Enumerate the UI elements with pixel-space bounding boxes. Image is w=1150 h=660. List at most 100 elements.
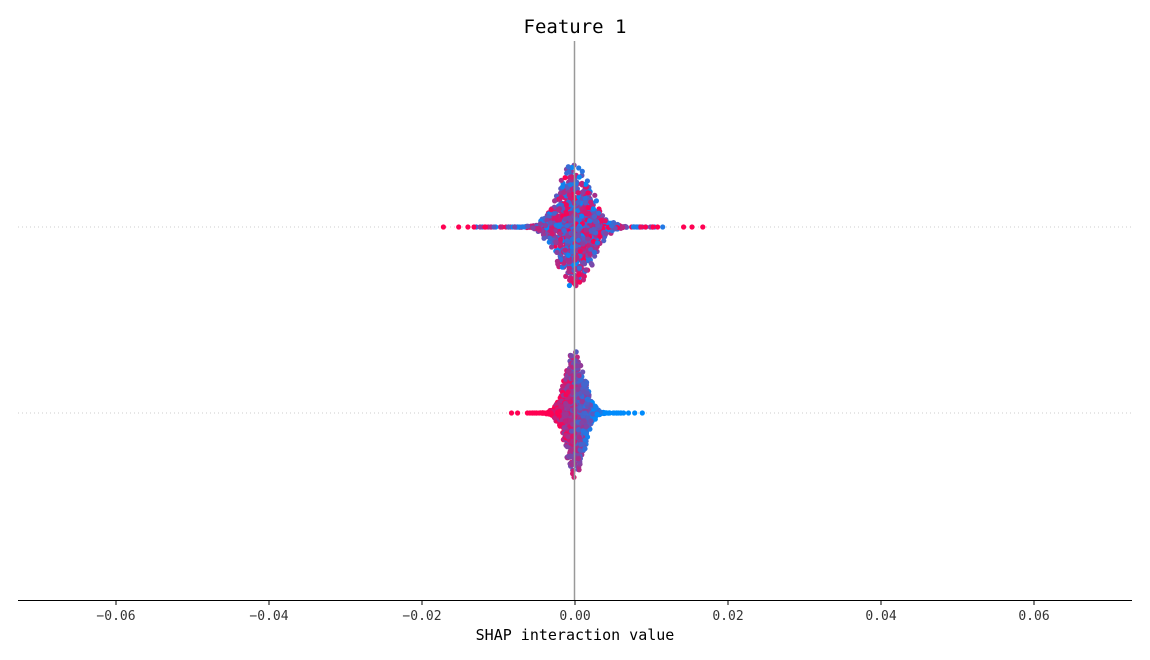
data-point	[576, 373, 582, 379]
data-point	[583, 181, 589, 187]
data-point	[556, 207, 562, 213]
data-point	[650, 224, 656, 230]
data-point	[585, 243, 591, 249]
data-point	[563, 211, 570, 217]
data-point	[575, 190, 581, 196]
data-point	[561, 425, 567, 431]
data-point	[561, 260, 567, 266]
data-point	[575, 208, 581, 214]
data-point	[565, 404, 571, 410]
data-point	[549, 231, 555, 237]
data-point	[582, 209, 588, 215]
data-point	[498, 224, 504, 230]
data-point	[580, 241, 586, 247]
data-point	[557, 222, 563, 228]
data-point	[577, 248, 583, 254]
data-point	[594, 411, 600, 417]
data-point	[548, 207, 554, 213]
x-tick-label: 0.02	[712, 609, 743, 624]
data-point	[554, 249, 560, 255]
data-point	[592, 416, 598, 422]
data-point	[569, 428, 575, 434]
data-point	[530, 225, 536, 231]
data-point	[548, 410, 554, 416]
data-point	[562, 247, 568, 253]
data-point	[602, 410, 608, 416]
data-point	[558, 404, 564, 410]
data-point	[601, 238, 607, 244]
data-point	[580, 189, 586, 195]
data-point	[440, 224, 446, 230]
data-point	[515, 410, 521, 416]
data-point	[566, 282, 573, 289]
data-point	[603, 231, 609, 237]
data-point	[580, 277, 587, 283]
data-point	[557, 236, 564, 243]
data-point	[591, 213, 598, 220]
data-point	[567, 216, 573, 222]
data-point	[596, 229, 603, 235]
data-point	[576, 165, 582, 171]
data-point	[548, 220, 554, 226]
data-point	[477, 224, 483, 230]
data-point	[562, 216, 568, 222]
data-point	[569, 244, 575, 250]
data-point	[561, 227, 567, 234]
data-point	[562, 418, 569, 424]
data-point	[576, 265, 583, 271]
data-point	[525, 223, 531, 229]
data-point	[595, 222, 601, 229]
data-point	[575, 237, 582, 243]
data-point	[587, 218, 593, 224]
data-point	[562, 175, 568, 181]
data-point	[632, 410, 638, 416]
data-point	[582, 437, 588, 443]
data-point	[569, 384, 575, 390]
data-point	[569, 231, 575, 237]
data-point	[575, 456, 581, 462]
data-point	[556, 217, 563, 223]
data-point	[583, 227, 589, 233]
data-point	[577, 405, 583, 411]
data-point	[606, 410, 612, 416]
data-point	[557, 231, 563, 237]
data-point	[590, 238, 597, 244]
data-point	[585, 415, 591, 421]
data-point	[582, 446, 588, 452]
data-point	[566, 268, 572, 275]
data-point	[576, 272, 582, 278]
data-point	[579, 399, 585, 405]
data-point	[579, 213, 585, 219]
data-point	[576, 174, 582, 180]
data-point	[584, 390, 590, 396]
x-tick-label: −0.04	[249, 609, 288, 624]
data-point	[580, 428, 586, 434]
data-point	[590, 206, 597, 212]
data-point	[565, 434, 571, 440]
data-point	[565, 164, 571, 170]
data-point	[577, 391, 583, 397]
data-point	[569, 276, 575, 282]
data-point	[567, 399, 574, 405]
data-point	[580, 272, 586, 278]
data-point	[547, 235, 553, 241]
data-point	[590, 226, 597, 232]
data-point	[585, 397, 592, 403]
data-point	[563, 202, 570, 208]
data-point	[567, 448, 573, 455]
data-point	[597, 233, 603, 240]
data-point	[630, 224, 637, 230]
x-axis-ticks: −0.06 −0.04 −0.02 0.00 0.02 0.04 0.06	[96, 600, 1050, 624]
data-point	[566, 192, 572, 198]
data-point	[625, 410, 632, 416]
data-point	[596, 210, 602, 216]
data-point	[512, 224, 518, 230]
data-point	[561, 189, 567, 195]
data-point	[569, 236, 576, 242]
data-point	[593, 404, 599, 411]
data-point	[553, 239, 559, 245]
data-point	[594, 240, 601, 246]
data-point	[587, 251, 593, 257]
data-point	[491, 224, 497, 230]
data-point	[585, 190, 591, 196]
